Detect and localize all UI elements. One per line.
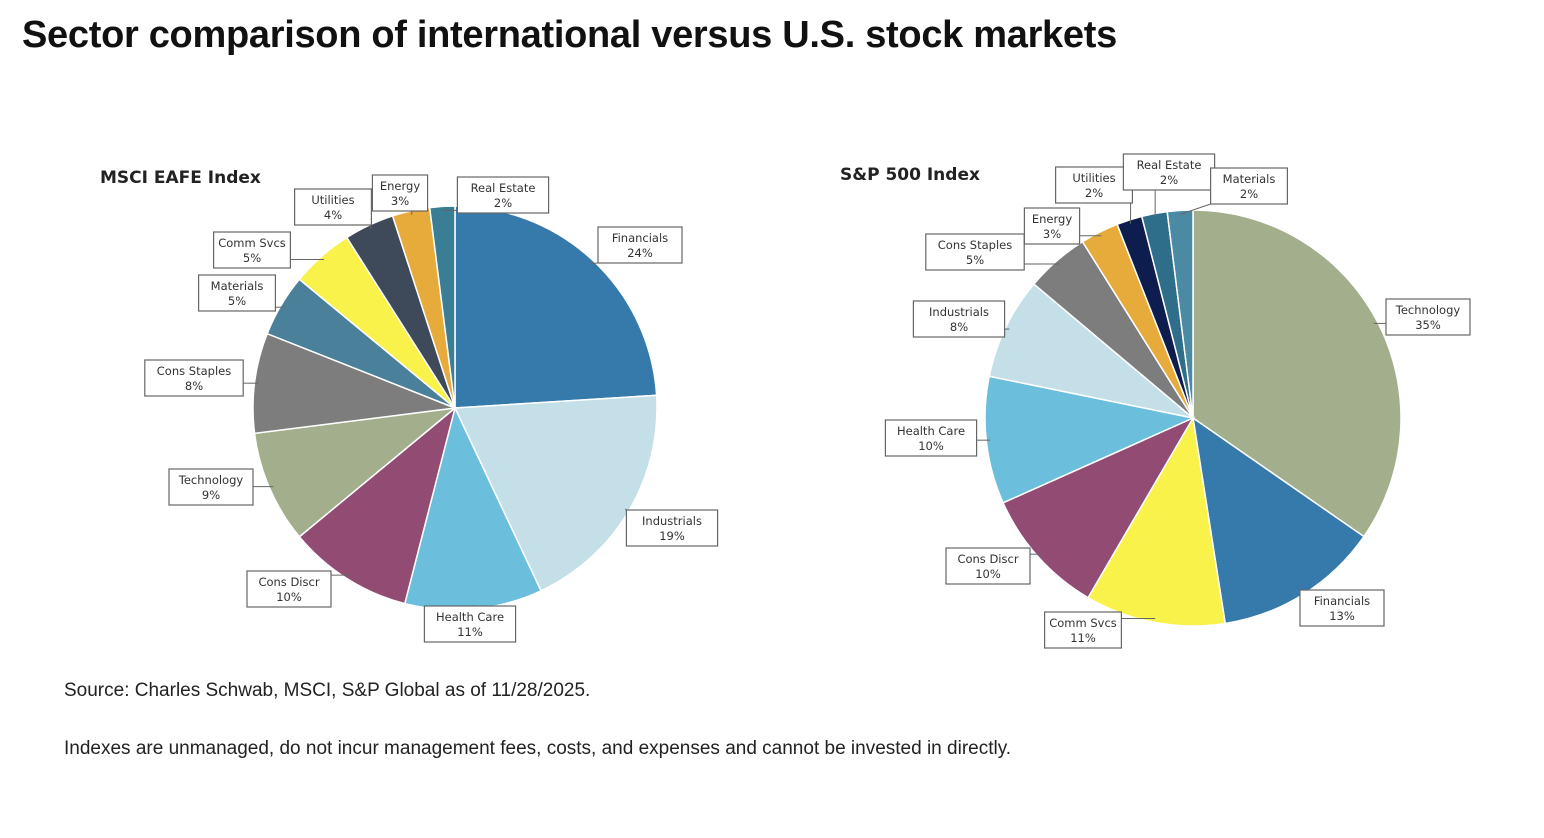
slice-value-label: 10%: [276, 590, 302, 604]
slice-value-label: 13%: [1329, 609, 1355, 623]
label-box: [294, 188, 373, 226]
pie-slice-technology: [253, 406, 458, 538]
label-box: [246, 570, 332, 608]
pie-slice-cons-discr: [298, 405, 457, 605]
leader-line: [1180, 203, 1211, 215]
slice-value-label: 2%: [1085, 186, 1103, 200]
slice-label: Materials: [1223, 172, 1276, 186]
label-box: [1023, 207, 1081, 245]
slice-label: Financials: [1314, 594, 1370, 608]
slice-value-label: 11%: [1070, 631, 1096, 645]
pie-slice-technology: [1192, 209, 1402, 538]
label-box: [423, 605, 517, 643]
disclaimer-note: Indexes are unmanaged, do not incur mana…: [64, 738, 1012, 759]
slice-value-label: 35%: [1415, 318, 1441, 332]
slice-label: Health Care: [436, 610, 504, 624]
label-box: [1299, 589, 1385, 627]
label-box: [945, 547, 1031, 585]
slice-label: Cons Discr: [957, 552, 1018, 566]
slice-value-label: 5%: [243, 251, 261, 265]
slice-value-label: 11%: [457, 625, 483, 639]
slice-label: Utilities: [311, 193, 354, 207]
label-box: [1044, 611, 1123, 649]
slice-label: Health Care: [897, 424, 965, 438]
slice-label: Energy: [380, 179, 420, 193]
slice-label: Industrials: [929, 305, 989, 319]
source-note: Source: Charles Schwab, MSCI, S&P Global…: [64, 680, 591, 701]
label-box: [1210, 167, 1289, 205]
pie-slice-industrials: [988, 282, 1194, 419]
label-box: [144, 359, 244, 397]
slice-value-label: 2%: [1240, 187, 1258, 201]
slice-label: Materials: [211, 279, 264, 293]
chart-title: S&P 500 Index: [840, 165, 980, 185]
label-box: [925, 233, 1025, 271]
slice-value-label: 4%: [324, 208, 342, 222]
label-box: [213, 231, 292, 269]
label-box: [625, 509, 719, 547]
label-box: [1055, 166, 1134, 204]
slice-label: Cons Staples: [157, 364, 231, 378]
slice-value-label: 2%: [1160, 173, 1178, 187]
chart-title: MSCI EAFE Index: [100, 168, 261, 188]
slice-value-label: 5%: [228, 294, 246, 308]
msci-eafe-pie-chart: MSCI EAFE IndexFinancials24%Industrials1…: [100, 168, 719, 643]
slice-value-label: 10%: [975, 567, 1001, 581]
page-title: Sector comparison of international versu…: [22, 14, 1117, 56]
slice-value-label: 8%: [185, 379, 203, 393]
slice-label: Comm Svcs: [218, 236, 286, 250]
slice-label: Real Estate: [471, 181, 536, 195]
label-box: [884, 419, 978, 457]
pie-slice-real-estate: [428, 205, 456, 409]
label-box: [198, 274, 277, 312]
slices-group: [252, 205, 658, 611]
label-box: [597, 226, 683, 264]
slice-label: Technology: [1395, 303, 1461, 317]
slice-label: Financials: [612, 231, 668, 245]
slice-value-label: 3%: [1043, 227, 1061, 241]
label-box: [456, 176, 550, 214]
slice-label: Utilities: [1072, 171, 1115, 185]
slice-label: Technology: [178, 473, 244, 487]
slice-label: Cons Discr: [258, 575, 319, 589]
slice-value-label: 19%: [659, 529, 685, 543]
slice-value-label: 2%: [494, 196, 512, 210]
slice-value-label: 8%: [950, 320, 968, 334]
slice-value-label: 24%: [627, 246, 653, 260]
slice-value-label: 9%: [202, 488, 220, 502]
pie-slice-cons-discr: [1002, 416, 1195, 599]
label-box: [371, 174, 429, 212]
slices-group: [984, 209, 1402, 627]
label-box: [1385, 298, 1471, 336]
slice-label: Comm Svcs: [1049, 616, 1117, 630]
slice-label: Cons Staples: [938, 238, 1012, 252]
slice-value-label: 3%: [391, 194, 409, 208]
slice-label: Real Estate: [1137, 158, 1202, 172]
slice-label: Industrials: [642, 514, 702, 528]
slice-label: Energy: [1032, 212, 1072, 226]
pie-slice-comm-svcs: [1087, 415, 1227, 627]
label-box: [912, 300, 1006, 338]
slice-value-label: 5%: [966, 253, 984, 267]
leader-line: [590, 262, 599, 265]
label-box: [168, 468, 254, 506]
charts-area: MSCI EAFE Index Financials 24% Industrials 1…: [0, 130, 1544, 670]
slice-value-label: 10%: [918, 439, 944, 453]
